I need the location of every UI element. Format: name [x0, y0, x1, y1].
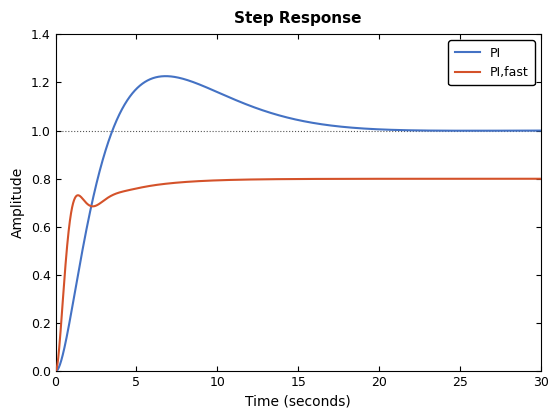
Y-axis label: Amplitude: Amplitude	[11, 167, 25, 239]
PI,fast	[414, 176, 421, 181]
Line: PI: PI	[55, 76, 541, 371]
X-axis label: Time (seconds): Time (seconds)	[245, 395, 351, 409]
PI	[238, 100, 245, 105]
Title: Step Response: Step Response	[235, 11, 362, 26]
PI	[451, 128, 458, 133]
PI	[52, 369, 59, 374]
PI	[368, 126, 375, 131]
PI	[141, 80, 147, 85]
PI,fast	[52, 369, 59, 374]
PI,fast	[451, 176, 458, 181]
PI,fast	[343, 176, 350, 181]
PI,fast	[141, 184, 147, 189]
Line: PI,fast: PI,fast	[55, 179, 541, 371]
PI,fast	[538, 176, 544, 181]
PI,fast	[237, 177, 244, 182]
PI	[414, 128, 421, 133]
PI,fast	[368, 176, 375, 181]
Legend: PI, PI,fast: PI, PI,fast	[449, 40, 535, 85]
PI	[162, 74, 169, 79]
PI	[343, 125, 350, 130]
PI	[538, 128, 544, 133]
